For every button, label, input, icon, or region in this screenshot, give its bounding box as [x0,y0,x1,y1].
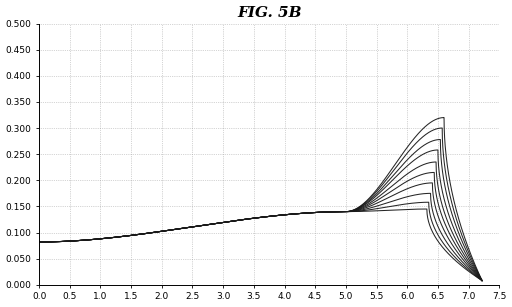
Title: FIG. 5B: FIG. 5B [237,6,302,20]
